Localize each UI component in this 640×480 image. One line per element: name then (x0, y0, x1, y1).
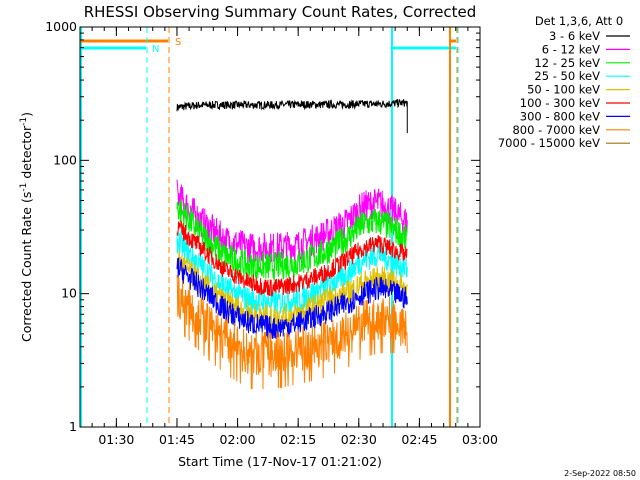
y-tick-label: 1 (69, 419, 77, 434)
series-line (176, 220, 408, 297)
series-line (176, 231, 408, 315)
series-line (176, 257, 408, 340)
legend-header: Det 1,3,6, Att 0 (535, 14, 623, 28)
footer-date: 2-Sep-2022 08:50 (564, 469, 636, 478)
saa-label: S (175, 37, 181, 48)
chart-title: RHESSI Observing Summary Count Rates, Co… (84, 3, 477, 21)
legend-label: 300 - 800 keV (520, 109, 600, 123)
series-line (176, 249, 408, 332)
series-line (176, 199, 408, 282)
series-line (176, 274, 408, 390)
series-line (176, 98, 408, 112)
legend-label: 6 - 12 keV (542, 42, 600, 56)
legend-label: 25 - 50 keV (534, 69, 600, 83)
legend-label: 3 - 6 keV (549, 29, 600, 43)
x-tick-label: 03:00 (462, 432, 498, 447)
x-tick-label: 02:30 (341, 432, 377, 447)
legend-label: 50 - 100 keV (527, 83, 600, 97)
plot-area: SN (80, 27, 459, 427)
legend-label: 100 - 300 keV (520, 96, 600, 110)
plot-frame (79, 26, 481, 428)
y-tick-label: 100 (53, 152, 77, 167)
x-axis-label: Start Time (17-Nov-17 01:21:02) (178, 454, 382, 469)
series-line (176, 179, 408, 264)
y-axis-label: Corrected Count Rate (s-1 detector-1) (19, 112, 34, 342)
legend-label: 7000 - 15000 keV (498, 136, 600, 150)
x-tick-label: 01:30 (98, 432, 134, 447)
y-tick-label: 1000 (45, 19, 77, 34)
x-tick-label: 02:00 (220, 432, 256, 447)
x-tick-label: 02:15 (280, 432, 316, 447)
night-label: N (152, 44, 159, 55)
legend-label: 800 - 7000 keV (512, 123, 600, 137)
x-tick-label: 01:45 (159, 432, 195, 447)
x-tick-label: 02:45 (401, 432, 437, 447)
legend-label: 12 - 25 keV (534, 56, 600, 70)
y-tick-label: 10 (61, 286, 77, 301)
y-axis: 1 10 100 1000 (45, 19, 480, 434)
x-axis: 01:30 01:45 02:00 02:15 02:30 02:45 03:00 (91, 27, 498, 447)
